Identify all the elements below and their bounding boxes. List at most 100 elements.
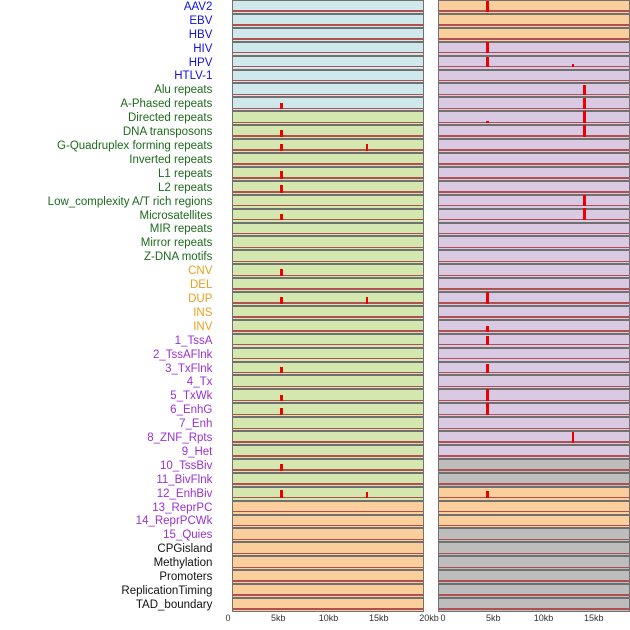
track-panel-left — [232, 0, 424, 14]
track-panel-left — [232, 292, 424, 306]
track-label: Directed repeats — [0, 111, 218, 125]
y-tick-labels-left — [218, 195, 231, 209]
track-panel-right — [438, 389, 630, 403]
track-label: 1_TssA — [0, 334, 218, 348]
track-label: Promoters — [0, 570, 218, 584]
track-row-tad-boundary: TAD_boundary — [0, 598, 630, 612]
y-tick-labels-left — [218, 417, 231, 431]
y-tick-labels-left — [218, 236, 231, 250]
track-label: 3_TxFlnk — [0, 362, 218, 376]
y-tick-labels-right — [424, 125, 437, 139]
xaxis-tick-5kb: 5kb — [271, 613, 286, 623]
track-label: INS — [0, 306, 218, 320]
y-tick-labels-left — [218, 473, 231, 487]
y-tick-labels-left — [218, 28, 231, 42]
data-peak — [280, 490, 282, 499]
track-panel-right — [438, 83, 630, 97]
y-tick-labels-left — [218, 334, 231, 348]
track-label: HPV — [0, 56, 218, 70]
track-row-inverted-repeats: Inverted repeats — [0, 153, 630, 167]
y-tick-labels-right — [424, 28, 437, 42]
data-peak — [486, 57, 488, 68]
track-label: DUP — [0, 292, 218, 306]
track-panel-left — [232, 501, 424, 515]
y-tick-labels-right — [424, 417, 437, 431]
track-panel-right — [438, 28, 630, 42]
y-tick-labels-left — [218, 556, 231, 570]
track-panel-right — [438, 306, 630, 320]
xaxis-tick-0: 0 — [225, 613, 230, 623]
data-peak — [280, 464, 282, 471]
track-label: HTLV-1 — [0, 70, 218, 84]
track-label: G-Quadruplex forming repeats — [0, 139, 218, 153]
y-tick-labels-right — [424, 97, 437, 111]
data-peak — [280, 269, 282, 276]
track-panel-right — [438, 0, 630, 14]
track-panel-left — [232, 209, 424, 223]
y-tick-labels-right — [424, 431, 437, 445]
track-panel-left — [232, 389, 424, 403]
track-label: ReplicationTiming — [0, 584, 218, 598]
track-label: MIR repeats — [0, 223, 218, 237]
y-tick-labels-right — [424, 570, 437, 584]
track-panel-left — [232, 28, 424, 42]
track-row-ebv: EBV — [0, 14, 630, 28]
y-tick-labels-left — [218, 292, 231, 306]
y-tick-labels-left — [218, 153, 231, 167]
track-row-12-enhbiv: 12_EnhBiv — [0, 487, 630, 501]
track-label: EBV — [0, 14, 218, 28]
data-peak — [366, 144, 368, 151]
y-tick-labels-right — [424, 389, 437, 403]
track-row-l2-repeats: L2 repeats — [0, 181, 630, 195]
track-panel-right — [438, 570, 630, 584]
y-tick-labels-left — [218, 42, 231, 56]
track-panel-left — [232, 278, 424, 292]
track-row-promoters: Promoters — [0, 570, 630, 584]
track-row-6-enhg: 6_EnhG — [0, 403, 630, 417]
y-tick-labels-right — [424, 83, 437, 97]
track-label: 14_ReprPCWk — [0, 515, 218, 529]
data-peak — [366, 492, 368, 499]
y-tick-labels-right — [424, 181, 437, 195]
track-row-g-quadruplex-forming-repeats: G-Quadruplex forming repeats — [0, 139, 630, 153]
data-peak — [486, 389, 488, 401]
track-panel-left — [232, 403, 424, 417]
track-row-inv: INV — [0, 320, 630, 334]
track-row-l1-repeats: L1 repeats — [0, 167, 630, 181]
y-tick-labels-left — [218, 83, 231, 97]
track-label: 2_TssAFlnk — [0, 348, 218, 362]
y-tick-labels-right — [424, 362, 437, 376]
track-row-13-reprpc: 13_ReprPC — [0, 501, 630, 515]
y-tick-labels-right — [424, 403, 437, 417]
track-label: Low_complexity A/T rich regions — [0, 195, 218, 209]
y-tick-labels-left — [218, 0, 231, 14]
y-tick-labels-left — [218, 362, 231, 376]
track-row-9-het: 9_Het — [0, 445, 630, 459]
track-row-2-tssaflnk: 2_TssAFlnk — [0, 348, 630, 362]
track-panel-right — [438, 70, 630, 84]
track-label: 5_TxWk — [0, 389, 218, 403]
track-panel-left — [232, 223, 424, 237]
y-tick-labels-left — [218, 56, 231, 70]
track-row-del: DEL — [0, 278, 630, 292]
y-tick-labels-right — [424, 14, 437, 28]
y-tick-labels-left — [218, 250, 231, 264]
track-row-directed-repeats: Directed repeats — [0, 111, 630, 125]
track-panel-left — [232, 264, 424, 278]
track-panel-left — [232, 320, 424, 334]
data-peak — [280, 395, 282, 402]
track-label: 13_ReprPC — [0, 501, 218, 515]
track-panel-left — [232, 515, 424, 529]
track-panel-left — [232, 70, 424, 84]
track-panel-left — [232, 167, 424, 181]
y-tick-labels-left — [218, 306, 231, 320]
y-tick-labels-right — [424, 195, 437, 209]
y-tick-labels-right — [424, 320, 437, 334]
track-panel-right — [438, 264, 630, 278]
track-panel-left — [232, 528, 424, 542]
track-panel-left — [232, 570, 424, 584]
track-row-dup: DUP — [0, 292, 630, 306]
y-tick-labels-left — [218, 584, 231, 598]
y-tick-labels-right — [424, 250, 437, 264]
track-panel-left — [232, 445, 424, 459]
